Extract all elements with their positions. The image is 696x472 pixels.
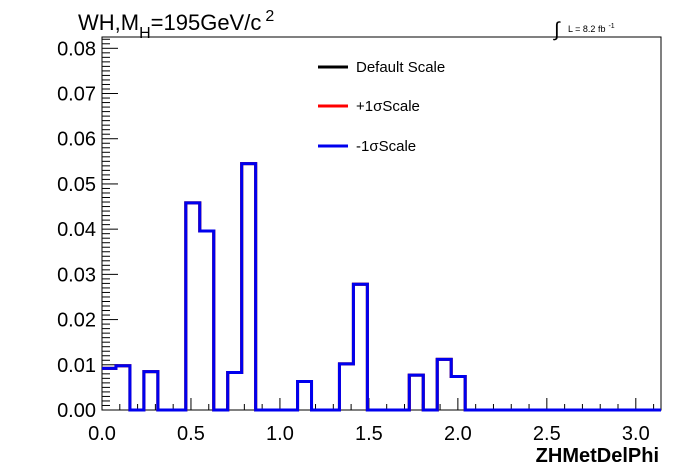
legend-label-plus1sigma-scale: +1σScale [356,98,420,115]
x-tick-label: 2.5 [533,423,561,445]
y-tick-label: 0.07 [57,84,96,106]
lumi-integral-symbol: ∫ [553,19,561,41]
x-axis: 0.0 0.5 1.0 1.5 2.0 2.5 3.0 [88,398,650,445]
y-tick-label: 0.04 [57,219,96,241]
legend-label-minus1sigma-scale: -1σScale [356,138,416,155]
x-axis-title: ZHMetDelPhi [536,445,659,467]
x-tick-label: 1.5 [355,423,383,445]
y-tick-label: 0.01 [57,355,96,377]
y-tick-label: 0.05 [57,174,96,196]
lumi-annotation: L = 8.2 fb -1 [568,23,615,34]
x-tick-label: 0.0 [88,423,116,445]
lumi-superscript: -1 [608,23,614,30]
y-tick-label: 0.08 [57,38,96,60]
x-tick-label: 1.0 [266,423,294,445]
y-tick-label: 0.03 [57,264,96,286]
y-tick-label: 0.02 [57,310,96,332]
chart-title-main: WH,M [78,10,139,35]
lumi-label: L = 8.2 fb [568,24,605,34]
x-tick-label: 2.0 [444,423,472,445]
x-tick-label: 3.0 [622,423,650,445]
legend-label-default-scale: Default Scale [356,59,445,76]
series-line-minus1sigma-scale [102,162,661,412]
legend: Default Scale +1σScale -1σScale [318,59,445,155]
y-minor-ticks [102,38,110,406]
chart-title-subscript: H [139,25,151,42]
chart-title-rest: =195GeV/c [151,10,262,35]
y-tick-label: 0.06 [57,129,96,151]
y-axis: 0.00 0.01 0.02 0.03 0.04 0.05 0.06 0.07 … [57,38,118,422]
y-tick-label: 0.00 [57,400,96,422]
x-tick-label: 0.5 [177,423,205,445]
chart-title-superscript: 2 [265,8,274,25]
chart-title: WH,MH=195GeV/c 2 [78,8,274,42]
